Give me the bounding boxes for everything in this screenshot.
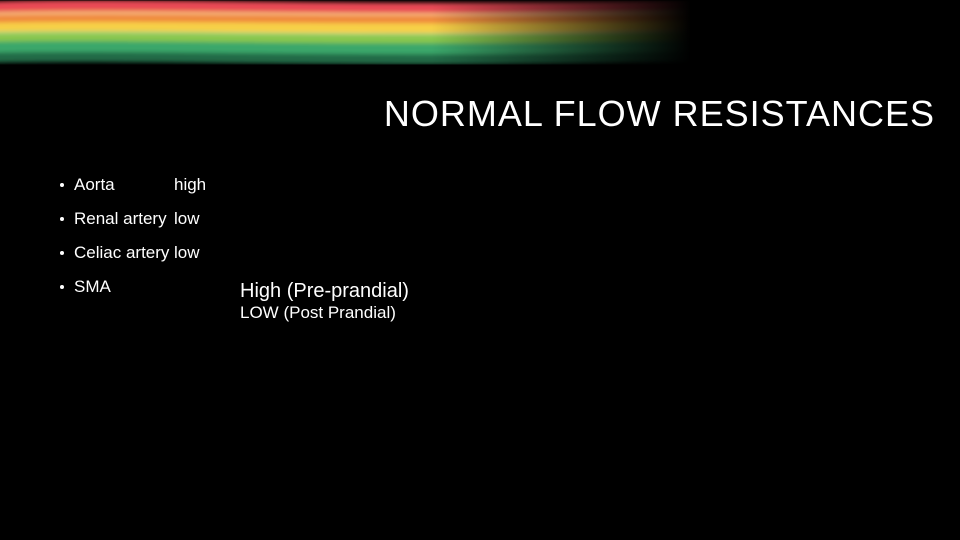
bullet-item: SMA: [60, 277, 206, 297]
bullet-label: SMA: [74, 277, 174, 297]
bullet-value: low: [174, 209, 200, 229]
bullet-value: high: [174, 175, 206, 195]
bullet-value: low: [174, 243, 200, 263]
bullet-item: Aorta high: [60, 175, 206, 195]
bullet-dot-icon: [60, 183, 64, 187]
bullet-dot-icon: [60, 217, 64, 221]
bullet-label: Aorta: [74, 175, 174, 195]
bullet-label: Renal artery: [74, 209, 174, 229]
slide-title: NORMAL FLOW RESISTANCES: [0, 93, 960, 135]
bullet-dot-icon: [60, 251, 64, 255]
bullet-item: Celiac artery low: [60, 243, 206, 263]
bullet-list: Aorta high Renal artery low Celiac arter…: [60, 175, 206, 311]
bullet-item: Renal artery low: [60, 209, 206, 229]
bullet-dot-icon: [60, 285, 64, 289]
rainbow-band: [0, 0, 960, 80]
sma-note-line2: LOW (Post Prandial): [240, 303, 409, 323]
sma-note-line1: High (Pre-prandial): [240, 280, 409, 303]
sma-note: High (Pre-prandial) LOW (Post Prandial): [240, 280, 409, 323]
bullet-label: Celiac artery: [74, 243, 174, 263]
